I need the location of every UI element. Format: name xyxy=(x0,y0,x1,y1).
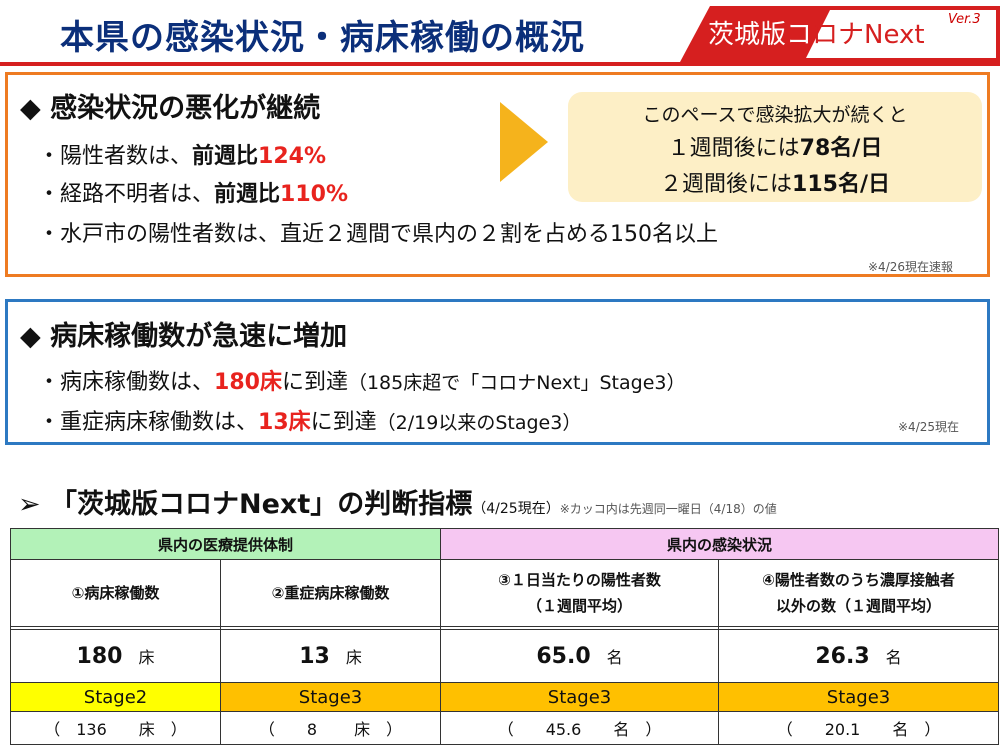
bed-note: ※4/25現在 xyxy=(898,420,960,434)
chevron-right-icon xyxy=(500,102,548,182)
group-infection: 県内の感染状況 xyxy=(440,528,1000,560)
indicators-table: 県内の医療提供体制 県内の感染状況 ①病床稼働数 ②重症病床稼働数 ③１日当たり… xyxy=(9,528,1000,745)
bullet-text: に到達 xyxy=(310,410,377,435)
severe-bed-value: 13床 xyxy=(258,410,311,435)
indicator-value: 13 xyxy=(299,643,330,669)
infection-status-box xyxy=(5,72,990,277)
brand-version: Ver.3 xyxy=(948,12,981,27)
stage-badge: Stage3 xyxy=(440,682,720,712)
projection-label: １週間後には xyxy=(667,136,800,161)
indicator-value: 26.3 xyxy=(815,643,870,669)
indicator-unit: 名 xyxy=(606,647,623,667)
projection-value: 78名/日 xyxy=(799,136,883,161)
stage-badge: Stage3 xyxy=(219,682,442,712)
column-header-line: ④陽性者数のうち濃厚接触者 xyxy=(762,571,955,589)
indicator-unit: 床 xyxy=(345,647,362,667)
column-header-line: ①病床稼働数 xyxy=(71,584,160,602)
indicators-heading: ➢ 「茨城版コロナNext」の判断指標 xyxy=(18,489,473,520)
indicator-unit: 名 xyxy=(885,647,902,667)
indicator-unit: 床 xyxy=(138,647,155,667)
value-cell: 26.3 名 xyxy=(718,629,1000,683)
column-header-line: ③１日当たりの陽性者数 xyxy=(498,571,661,589)
value-cell: 65.0 名 xyxy=(440,629,720,683)
value-cell: 180 床 xyxy=(10,629,221,683)
indicators-date: （4/25現在） xyxy=(472,501,560,517)
bed-heading: ◆ 病床稼働数が急速に増加 xyxy=(20,321,348,352)
brand-banner xyxy=(680,6,1000,62)
projection-value: 115名/日 xyxy=(792,172,890,197)
bullet-text: ・病床稼働数は、 xyxy=(38,370,215,395)
previous-value: （ 45.6 名 ） xyxy=(440,711,720,745)
unknown-ratio-value: 110% xyxy=(280,182,348,207)
stage-badge: Stage2 xyxy=(10,682,221,712)
header-divider xyxy=(0,62,1000,66)
column-header-line: （１週間平均） xyxy=(527,597,633,615)
bed-count-bullet: ・病床稼働数は、180床に到達（185床超で「コロナNext」Stage3） xyxy=(38,364,686,396)
bullet-paren: （2/19以来のStage3） xyxy=(376,412,582,434)
projection-box: このペースで感染拡大が続くと １週間後には78名/日 ２週間後には115名/日 xyxy=(568,92,982,202)
positive-ratio-value: 124% xyxy=(258,144,326,169)
projection-label: ２週間後には xyxy=(660,172,793,197)
projection-week2: ２週間後には115名/日 xyxy=(568,166,982,198)
bed-count-value: 180床 xyxy=(214,370,282,395)
projection-intro: このペースで感染拡大が続くと xyxy=(642,104,908,126)
page-title: 本県の感染状況・病床稼働の概況 xyxy=(60,18,585,58)
previous-value: （ 136 床 ） xyxy=(10,711,221,745)
unknown-route-bullet: ・経路不明者は、前週比110% xyxy=(38,176,348,208)
projection-week1: １週間後には78名/日 xyxy=(568,130,982,162)
indicator-value: 180 xyxy=(76,643,123,669)
positive-count-bullet: ・陽性者数は、前週比124% xyxy=(38,138,326,170)
previous-value: （ 8 床 ） xyxy=(219,711,442,745)
indicator-value: 65.0 xyxy=(536,643,591,669)
column-header: ④陽性者数のうち濃厚接触者 以外の数（１週間平均） xyxy=(718,559,1000,627)
column-header-line: ②重症病床稼働数 xyxy=(271,584,390,602)
bed-status-box xyxy=(5,299,990,445)
bullet-text: ・経路不明者は、 xyxy=(38,182,215,207)
column-header: ①病床稼働数 xyxy=(10,559,221,627)
previous-value: （ 20.1 名 ） xyxy=(718,711,1000,745)
column-header: ③１日当たりの陽性者数 （１週間平均） xyxy=(440,559,720,627)
infection-note: ※4/26現在速報 xyxy=(868,260,954,274)
mito-bullet: ・水戸市の陽性者数は、直近２週間で県内の２割を占める150名以上 xyxy=(38,222,718,247)
group-medical: 県内の医療提供体制 xyxy=(9,528,442,560)
infection-heading: ◆ 感染状況の悪化が継続 xyxy=(20,93,321,124)
bullet-text: ・陽性者数は、 xyxy=(38,144,193,169)
column-header: ②重症病床稼働数 xyxy=(219,559,442,627)
bullet-text: ・重症病床稼働数は、 xyxy=(38,410,259,435)
value-cell: 13 床 xyxy=(219,629,442,683)
severe-bed-bullet: ・重症病床稼働数は、13床に到達（2/19以来のStage3） xyxy=(38,404,581,436)
indicators-note: ※カッコ内は先週同一曜日（4/18）の値 xyxy=(559,502,777,516)
bullet-emphasis: 前週比 xyxy=(214,182,281,207)
bullet-text: に到達 xyxy=(281,370,348,395)
brand-logo: 茨城版コロナNext xyxy=(708,20,925,50)
bullet-emphasis: 前週比 xyxy=(192,144,259,169)
bullet-paren: （185床超で「コロナNext」Stage3） xyxy=(347,372,686,394)
indicators-title: ➢ 「茨城版コロナNext」の判断指標（4/25現在）※カッコ内は先週同一曜日（… xyxy=(18,482,777,521)
stage-badge: Stage3 xyxy=(718,682,1000,712)
column-header-line: 以外の数（１週間平均） xyxy=(776,597,942,615)
